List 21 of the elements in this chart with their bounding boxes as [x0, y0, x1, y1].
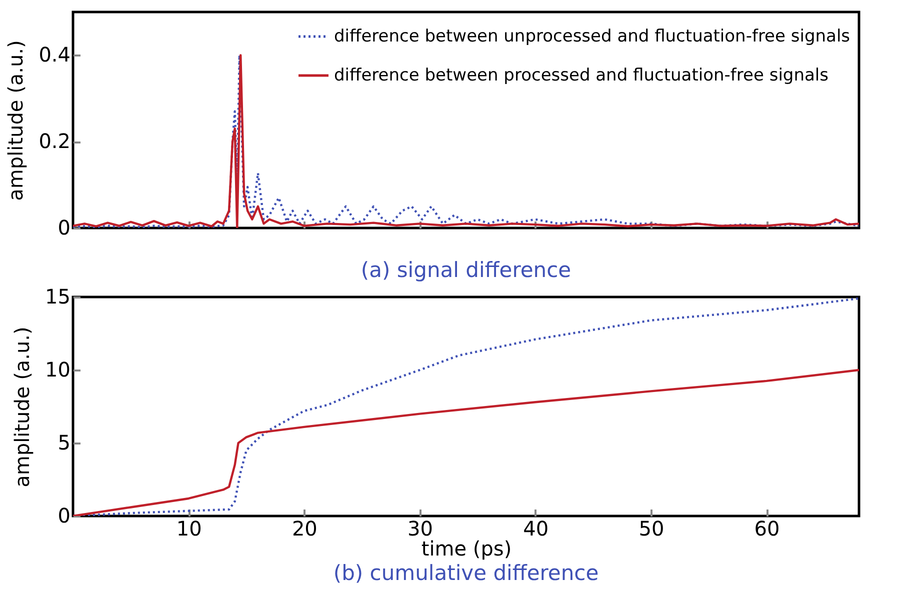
x-tick-label: 50 — [638, 516, 664, 540]
y-tick-label: 0 — [58, 504, 70, 528]
y-tick-label: 10 — [45, 358, 70, 382]
x-tick-label: 20 — [292, 516, 318, 540]
line-series — [73, 54, 859, 228]
x-tick-label: 10 — [176, 516, 202, 540]
x-tick-label: 40 — [523, 516, 549, 540]
y-axis-title: amplitude (a.u.) — [4, 40, 28, 201]
y-tick-label: 5 — [58, 430, 70, 454]
x-tick-label: 60 — [754, 516, 780, 540]
y-tick-label: 0.4 — [38, 42, 70, 67]
y-tick-label: 0.2 — [38, 129, 70, 154]
legend-label: difference between unprocessed and fluctuation-free signals — [334, 26, 850, 46]
text: (a) signal difference — [360, 258, 572, 282]
text: (b) cumulative difference — [333, 561, 599, 585]
line-series — [73, 297, 859, 516]
y-tick-label: 15 — [45, 284, 70, 308]
line-series — [73, 368, 859, 516]
y-tick-label: 0 — [58, 216, 70, 240]
y-axis-title: amplitude (a.u.) — [10, 326, 34, 488]
legend-label: difference between processed and fluctuation-free signals — [334, 66, 829, 86]
